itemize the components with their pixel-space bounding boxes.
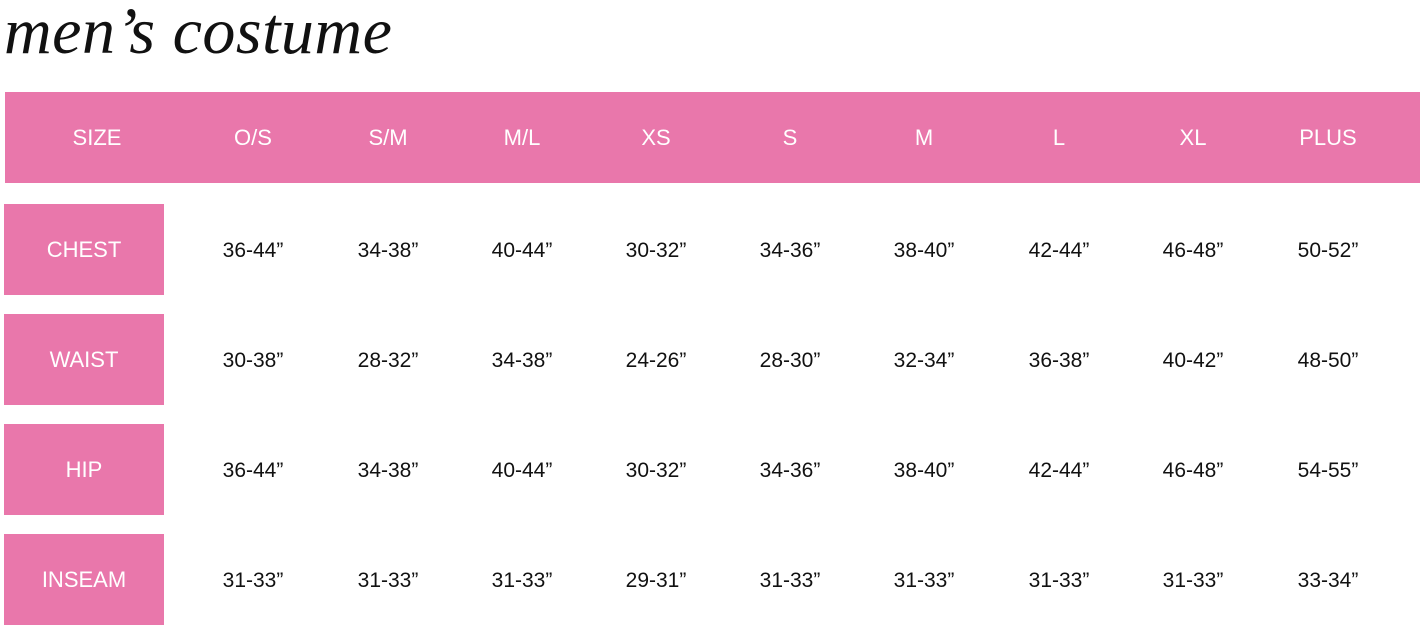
table-cell: 31-33” bbox=[1028, 569, 1090, 592]
table-cell: 34-38” bbox=[357, 459, 419, 482]
table-cell: 40-42” bbox=[1162, 349, 1224, 372]
table-cell: 36-44” bbox=[222, 239, 284, 262]
row-label-waist: WAIST bbox=[4, 314, 164, 405]
page-title: men’s costume bbox=[4, 0, 393, 68]
table-cell: 32-34” bbox=[893, 349, 955, 372]
table-cell: 34-36” bbox=[759, 239, 821, 262]
header-column-xl: XL bbox=[1179, 125, 1207, 150]
table-cell: 36-44” bbox=[222, 459, 284, 482]
table-cell: 40-44” bbox=[491, 459, 553, 482]
table-cell: 50-52” bbox=[1297, 239, 1359, 262]
header-column-m: M bbox=[914, 125, 934, 150]
header-size-label: SIZE bbox=[72, 125, 122, 150]
table-cell: 38-40” bbox=[893, 239, 955, 262]
table-cell: 34-36” bbox=[759, 459, 821, 482]
row-label-hip: HIP bbox=[4, 424, 164, 515]
header-column-l: L bbox=[1052, 125, 1066, 150]
table-cell: 40-44” bbox=[491, 239, 553, 262]
table-cell: 31-33” bbox=[893, 569, 955, 592]
table-cell: 46-48” bbox=[1162, 239, 1224, 262]
table-cell: 34-38” bbox=[491, 349, 553, 372]
header-column-ml: M/L bbox=[503, 125, 541, 150]
table-cell: 28-32” bbox=[357, 349, 419, 372]
header-column-sm: S/M bbox=[368, 125, 408, 150]
size-header-row: SIZE O/S S/M M/L XS S M L XL PLUS bbox=[5, 92, 1420, 183]
table-cell: 46-48” bbox=[1162, 459, 1224, 482]
table-cell: 38-40” bbox=[893, 459, 955, 482]
table-cell: 34-38” bbox=[357, 239, 419, 262]
table-cell: 48-50” bbox=[1297, 349, 1359, 372]
row-label-chest: CHEST bbox=[4, 204, 164, 295]
table-cell: 29-31” bbox=[625, 569, 687, 592]
table-cell: 31-33” bbox=[491, 569, 553, 592]
table-cell: 28-30” bbox=[759, 349, 821, 372]
table-cell: 33-34” bbox=[1297, 569, 1359, 592]
table-cell: 24-26” bbox=[625, 349, 687, 372]
table-cell: 42-44” bbox=[1028, 459, 1090, 482]
table-cell: 30-32” bbox=[625, 239, 687, 262]
row-label-inseam: INSEAM bbox=[4, 534, 164, 625]
table-cell: 31-33” bbox=[222, 569, 284, 592]
table-cell: 42-44” bbox=[1028, 239, 1090, 262]
header-column-xs: XS bbox=[641, 125, 671, 150]
header-column-plus: PLUS bbox=[1299, 125, 1357, 150]
header-column-s: S bbox=[782, 125, 798, 150]
table-cell: 30-38” bbox=[222, 349, 284, 372]
table-cell: 36-38” bbox=[1028, 349, 1090, 372]
table-cell: 31-33” bbox=[1162, 569, 1224, 592]
table-cell: 31-33” bbox=[357, 569, 419, 592]
table-cell: 31-33” bbox=[759, 569, 821, 592]
table-cell: 30-32” bbox=[625, 459, 687, 482]
header-column-os: O/S bbox=[234, 125, 272, 150]
table-cell: 54-55” bbox=[1297, 459, 1359, 482]
